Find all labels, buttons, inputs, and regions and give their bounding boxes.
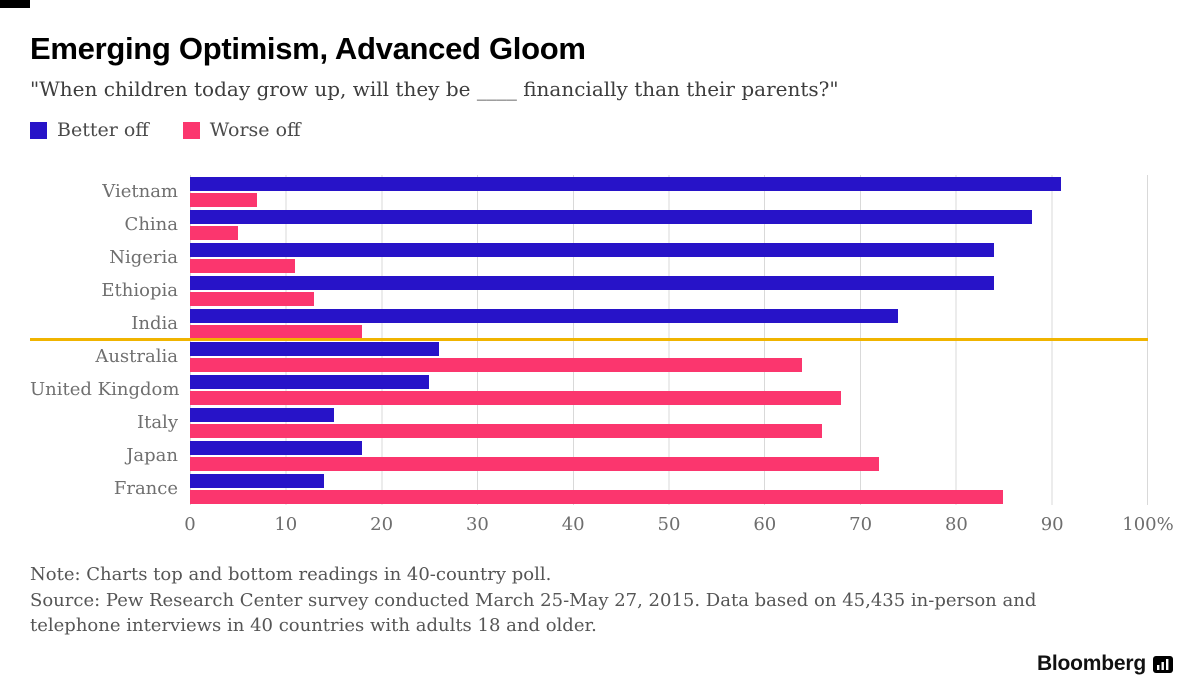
chart-row: Vietnam	[30, 175, 1148, 209]
bloomberg-logo: Bloomberg	[1037, 652, 1173, 676]
bar-worse-off	[190, 291, 315, 306]
chart-area: Vietnam China Nigeria Ethiopia India Australi…	[30, 175, 1174, 539]
top-accent-bar	[0, 0, 30, 8]
chart-title: Emerging Optimism, Advanced Gloom	[30, 31, 586, 66]
bar-chart-icon	[1153, 655, 1173, 673]
bar-group	[190, 175, 1148, 209]
category-label: India	[131, 313, 178, 335]
bar-group	[190, 307, 1148, 341]
category-label: Vietnam	[102, 181, 178, 203]
bar-better-off	[190, 341, 439, 356]
source-text: Source: Pew Research Center survey condu…	[30, 590, 1037, 636]
x-axis-tick: 0	[184, 514, 196, 536]
legend-item: Worse off	[182, 119, 301, 142]
chart-row: Italy	[30, 406, 1148, 440]
legend-item: Better off	[30, 119, 149, 141]
bloomberg-logo-text: Bloomberg	[1036, 652, 1146, 675]
chart-row: Ethiopia	[30, 274, 1148, 308]
bar-group	[190, 241, 1148, 275]
category-label: Ethiopia	[101, 280, 178, 302]
emerging-advanced-divider	[30, 338, 1148, 342]
x-axis-tick: 20	[370, 514, 394, 536]
bar-group	[190, 439, 1148, 473]
bar-worse-off	[190, 225, 238, 240]
x-axis-tick: 30	[465, 514, 489, 536]
bar-worse-off	[190, 390, 841, 405]
legend-label: Worse off	[209, 119, 301, 142]
category-label: Nigeria	[109, 247, 178, 269]
bar-better-off	[190, 374, 430, 389]
category-label: China	[124, 214, 178, 236]
bar-group	[190, 340, 1148, 374]
chart-subtitle: "When children today grow up, will they …	[30, 77, 839, 102]
note-text: Note: Charts top and bottom readings in …	[30, 564, 552, 586]
bar-group	[190, 472, 1148, 506]
bar-group	[190, 406, 1148, 440]
bar-worse-off	[190, 258, 296, 273]
bar-worse-off	[190, 456, 880, 471]
category-label: Japan	[126, 445, 178, 467]
bar-better-off	[190, 242, 994, 257]
chart-row: Australia	[30, 340, 1148, 374]
category-label: France	[113, 478, 178, 500]
legend-swatch	[182, 121, 200, 139]
legend-label: Better off	[57, 119, 149, 142]
x-axis-tick: 50	[657, 514, 681, 536]
bar-worse-off	[190, 423, 822, 438]
bar-group	[190, 208, 1148, 242]
chart-row: Japan	[30, 439, 1148, 473]
x-axis-tick: 10	[274, 514, 298, 536]
category-label: Australia	[95, 346, 178, 368]
x-axis-tick: 90	[1040, 514, 1064, 536]
bar-better-off	[190, 176, 1061, 191]
chart-row: France	[30, 472, 1148, 506]
bar-worse-off	[190, 357, 803, 372]
bar-worse-off	[190, 192, 257, 207]
footnotes: Note: Charts top and bottom readings in …	[30, 563, 1110, 638]
x-axis-tick: 40	[561, 514, 585, 536]
bar-group	[190, 373, 1148, 407]
bar-better-off	[190, 209, 1033, 224]
x-axis-tick: 60	[753, 514, 777, 536]
x-axis-tick: 100%	[1122, 514, 1174, 536]
category-label: Italy	[136, 412, 178, 434]
chart-row: China	[30, 208, 1148, 242]
category-label: United Kingdom	[30, 379, 180, 401]
x-axis-tick: 70	[849, 514, 873, 536]
bar-better-off	[190, 440, 363, 455]
chart-row: United Kingdom	[30, 373, 1148, 407]
x-axis: 0 10 20 30 40 50 60 70 80 90 100%	[184, 505, 1173, 539]
bar-better-off	[190, 473, 324, 488]
bar-group	[190, 274, 1148, 308]
legend-swatch	[30, 121, 47, 139]
chart-row: India	[30, 307, 1148, 341]
bar-better-off	[190, 308, 899, 323]
bar-better-off	[190, 407, 334, 422]
bar-better-off	[190, 275, 994, 290]
bar-worse-off	[190, 324, 363, 339]
legend: Better off Worse off	[30, 119, 1148, 141]
chart-rows: Vietnam China Nigeria Ethiopia India Australi…	[30, 175, 1148, 506]
x-axis-tick: 80	[944, 514, 968, 536]
chart-row: Nigeria	[30, 241, 1148, 275]
bar-worse-off	[190, 489, 1004, 504]
